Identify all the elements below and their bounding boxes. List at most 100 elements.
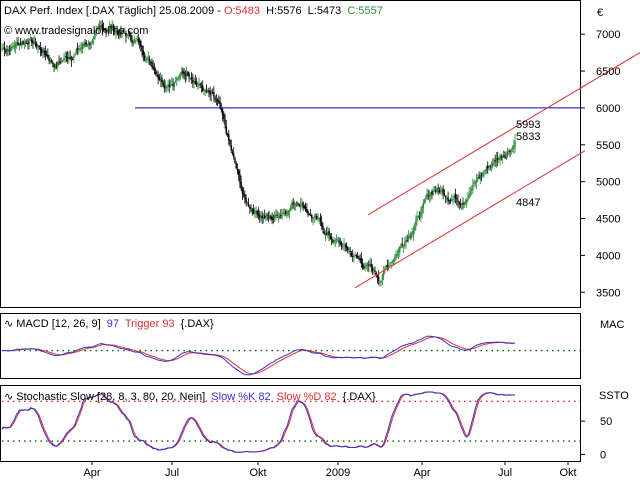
candle-body (292, 202, 294, 205)
candle-body (1, 48, 3, 50)
y-tick-label: 5000 (596, 177, 620, 189)
x-axis: Apr Jul Okt 2009 Apr Jul Okt (83, 461, 577, 479)
candle-body (260, 216, 262, 219)
candle-body (277, 216, 280, 218)
candle-body (123, 32, 126, 34)
candle-body (353, 255, 355, 257)
candle-body (376, 275, 379, 278)
candle-body (188, 73, 190, 78)
candle-body (304, 207, 307, 211)
candle-body (322, 225, 324, 231)
candle-body (78, 49, 80, 50)
candle-body (158, 76, 161, 80)
candle-body (151, 62, 153, 67)
candle-body (391, 261, 394, 263)
candle-body (345, 245, 348, 248)
candle-body (407, 236, 410, 240)
candle-body (204, 89, 206, 91)
stoch-layer: 0 50 (1, 391, 612, 461)
candle-body (53, 64, 55, 68)
candle-body (505, 155, 508, 159)
candle-body (233, 153, 235, 158)
candle-body (257, 213, 260, 216)
candle-body (225, 126, 227, 134)
candle-body (79, 48, 81, 51)
candle-body (163, 85, 166, 89)
candle-body (147, 57, 149, 59)
candle-body (197, 85, 199, 87)
candle-body (198, 83, 200, 86)
candle-body (240, 181, 242, 189)
candle-body (448, 200, 451, 202)
candle-body (360, 258, 363, 264)
candle-body (174, 81, 177, 83)
candle-body (219, 101, 221, 108)
candle-body (37, 47, 39, 48)
candle-body (338, 240, 340, 243)
candle-body (335, 239, 338, 241)
price-candles (1, 20, 516, 287)
candle-body (154, 71, 157, 75)
candle-body (384, 267, 386, 270)
candle-body (320, 221, 323, 227)
candle-body (434, 190, 437, 192)
candle-body (307, 211, 309, 216)
candle-body (319, 217, 322, 222)
candle-body (317, 217, 319, 219)
candle-body (26, 42, 28, 44)
candle-body (22, 41, 24, 45)
candle-body (97, 26, 100, 28)
candle-body (27, 42, 29, 45)
candle-body (91, 40, 94, 43)
candle-body (312, 218, 314, 220)
candle-body (306, 209, 308, 213)
candle-body (329, 236, 332, 238)
candle-body (472, 184, 474, 191)
candle-body (267, 216, 270, 218)
candle-body (14, 43, 17, 48)
candle-body (162, 82, 164, 85)
candle-body (510, 150, 512, 151)
candle-body (200, 86, 203, 88)
candle-body (415, 220, 417, 227)
y-tick-label: 3500 (596, 287, 620, 299)
candle-body (443, 193, 446, 196)
candle-body (351, 255, 354, 258)
candle-body (328, 230, 330, 236)
candle-body (32, 41, 34, 44)
candle-body (90, 43, 92, 45)
candle-body (275, 213, 277, 215)
trigger-series-line (2, 336, 515, 375)
candle-body (47, 54, 49, 58)
candle-body (412, 230, 415, 236)
macd-header: ∿ MACD [12, 26, 9] 97 Trigger 93 {.DAX} (4, 318, 214, 330)
candle-body (142, 50, 144, 56)
candle-body (422, 202, 425, 208)
candle-body (479, 174, 482, 180)
candle-body (148, 58, 151, 62)
candle-body (167, 85, 169, 87)
candle-body (392, 260, 395, 262)
candle-body (500, 156, 503, 158)
candle-body (122, 29, 125, 32)
candle-body (138, 41, 141, 43)
candle-body (176, 78, 178, 80)
candle-body (100, 25, 102, 28)
candle-body (246, 202, 249, 205)
candle-body (451, 199, 453, 201)
candle-body (501, 155, 504, 159)
y-tick-label: 6500 (596, 66, 620, 78)
candle-body (418, 217, 421, 218)
candle-body (236, 169, 239, 171)
candle-body (356, 256, 359, 258)
candle-body (180, 71, 183, 75)
candle-body (426, 193, 428, 199)
currency-label: € (597, 7, 603, 19)
stoch-panel-frame (0, 385, 581, 462)
candle-body (380, 280, 382, 283)
candle-body (127, 33, 130, 36)
candle-body (242, 193, 245, 195)
candle-body (491, 162, 494, 167)
candle-body (223, 114, 225, 119)
candle-body (137, 38, 140, 43)
